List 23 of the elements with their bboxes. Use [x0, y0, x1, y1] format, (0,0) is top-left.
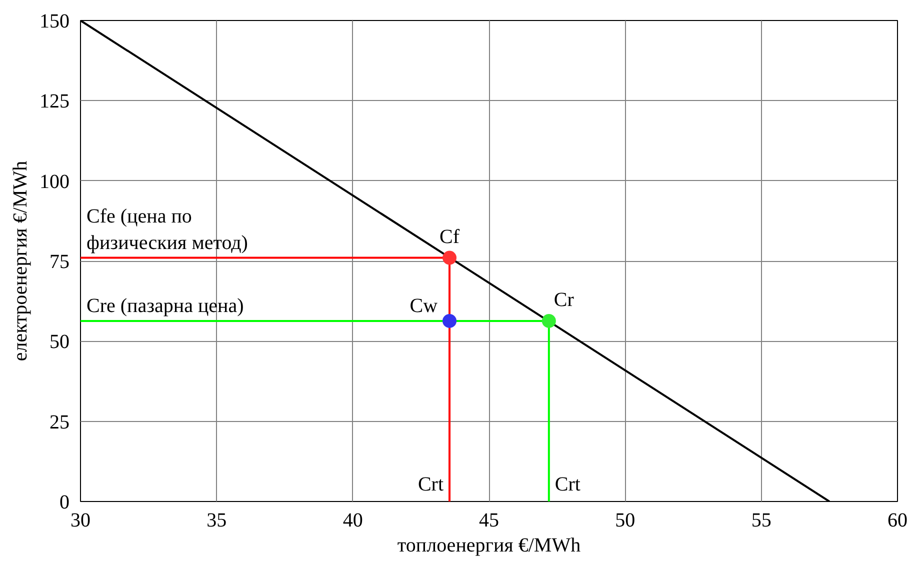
x-tick-label: 60	[888, 510, 908, 532]
x-tick-label: 45	[479, 510, 499, 532]
y-tick-label: 50	[50, 331, 70, 354]
x-tick-label: 40	[342, 510, 363, 532]
annotation: Cf	[440, 226, 460, 248]
annotation: Cfe (цена по физическия метод)	[86, 205, 248, 254]
x-tick-label: 50	[615, 510, 636, 532]
annotation: Crt	[418, 474, 444, 496]
y-tick-label: 0	[60, 492, 70, 514]
x-tick-label: 35	[206, 510, 227, 532]
x-tick-label: 30	[70, 510, 90, 532]
annotation: Crt	[554, 474, 581, 496]
y-tick-label: 100	[40, 170, 70, 193]
y-axis-title: електроенергия €/MWh	[10, 160, 32, 362]
y-tick-label: 125	[40, 90, 70, 113]
y-tick-label: 150	[40, 10, 70, 32]
annotation: Cr	[554, 288, 574, 311]
annotation: Cre (пазарна цена)	[86, 294, 244, 317]
annotation: Cw	[410, 294, 438, 317]
y-tick-label: 25	[50, 411, 70, 434]
y-tick-label: 75	[50, 251, 70, 273]
x-axis-title: топлоенергия €/MWh	[397, 534, 581, 556]
x-tick-label: 55	[751, 510, 772, 532]
